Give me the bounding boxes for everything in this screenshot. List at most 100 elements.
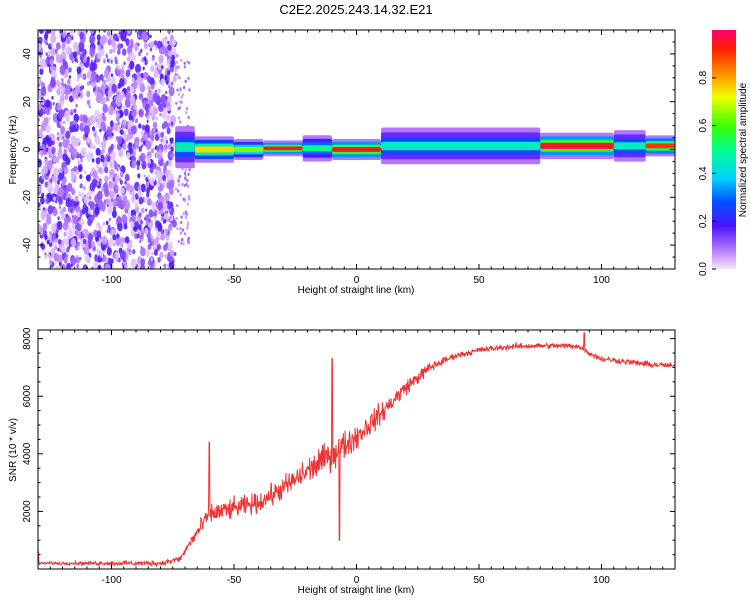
noise-cell [74,85,81,95]
noise-cell [100,202,106,212]
noise-cell [117,65,121,71]
noise-cell [116,233,120,239]
noise-cell [109,120,114,127]
snr-plot-area [38,330,675,569]
noise-cell [161,215,164,220]
noise-cell [138,123,142,129]
noise-cell [146,187,150,194]
noise-cell [132,81,138,90]
y-tick-label: 20 [22,96,33,108]
noise-cell [71,188,75,193]
noise-cell [83,56,87,63]
noise-cell [140,131,144,137]
noise-cell [135,119,138,124]
noise-cell [73,41,79,51]
noise-cell [101,81,105,86]
noise-cell [58,109,65,119]
noise-cell [104,263,111,269]
noise-cell [145,208,148,212]
noise-cell [41,174,45,180]
noise-cell [187,172,190,176]
spectrogram-panel: -100 -50 0 50 100 -40 -20 0 20 40 Height of strai… [8,29,676,296]
noise-cell [141,160,147,170]
noise-cell [141,31,148,41]
noise-cell [44,33,49,40]
noise-cell [157,243,161,251]
noise-cell [158,103,164,113]
noise-cell [88,104,92,109]
noise-cell [104,166,109,174]
x-tick-label: -50 [227,275,242,286]
noise-cell [183,65,187,69]
noise-cell [143,71,149,80]
noise-cell [128,147,133,155]
spectrogram-ticks: -100 -50 0 50 100 -40 -20 0 20 40 [22,30,675,286]
noise-cell [172,142,176,148]
noise-cell [153,66,156,70]
noise-cell [163,219,167,224]
noise-cell [123,108,129,117]
noise-cell [71,223,76,230]
noise-cell [52,175,56,181]
noise-cell [39,68,44,75]
noise-cell [184,168,187,172]
noise-cell [82,238,87,245]
noise-cell [181,183,184,187]
colorbar-tick-label: 0.0 [698,262,709,276]
noise-cell [168,179,175,190]
noise-cell [158,179,161,184]
noise-cell [187,236,190,240]
noise-cell [137,189,143,198]
noise-cell [38,144,41,153]
noise-cell [165,242,169,247]
noise-cell [161,229,165,235]
noise-cell [90,30,94,35]
spectrogram-x-axis-label: Height of straight line (km) [298,285,415,296]
noise-cell [143,56,147,62]
noise-cell [155,169,161,180]
noise-cell [114,174,120,182]
noise-cell [176,88,179,92]
noise-cell [76,223,82,232]
noise-cell [64,94,69,101]
noise-cell [134,201,139,208]
noise-cell [121,237,126,244]
noise-cell [119,171,124,178]
colorbar-gradient [712,30,736,269]
noise-cell [123,120,126,126]
noise-cell [121,75,125,80]
noise-cell [61,42,66,49]
noise-cell [167,241,173,250]
noise-cell [175,60,179,64]
noise-cell [188,197,191,201]
noise-cell [76,264,79,269]
noise-cell [100,121,106,131]
noise-cell [160,78,166,87]
noise-cell [175,101,178,105]
noise-cell [174,67,178,71]
noise-cell [101,255,107,263]
noise-cell [68,75,72,79]
y-tick-label: 2000 [22,500,33,523]
noise-cell [143,195,148,202]
noise-cell [60,213,65,221]
noise-cell [187,195,191,199]
noise-cell [111,39,117,48]
noise-cell [147,174,150,179]
noise-cell [166,80,169,85]
noise-cell [63,252,67,257]
noise-cell [80,192,85,199]
noise-cell [151,56,155,61]
spectrogram-y-axis-label: Frequency (Hz) [8,116,19,185]
noise-cell [169,249,175,258]
noise-cell [94,90,98,96]
noise-cell [131,125,137,135]
noise-cell [177,179,180,183]
noise-cell [143,42,148,50]
noise-cell [91,126,96,132]
noise-cell [128,186,132,192]
snr-x-axis-label: Height of straight line (km) [298,585,415,596]
noise-cell [144,227,149,235]
noise-cell [187,240,190,244]
noise-cell [140,258,146,266]
